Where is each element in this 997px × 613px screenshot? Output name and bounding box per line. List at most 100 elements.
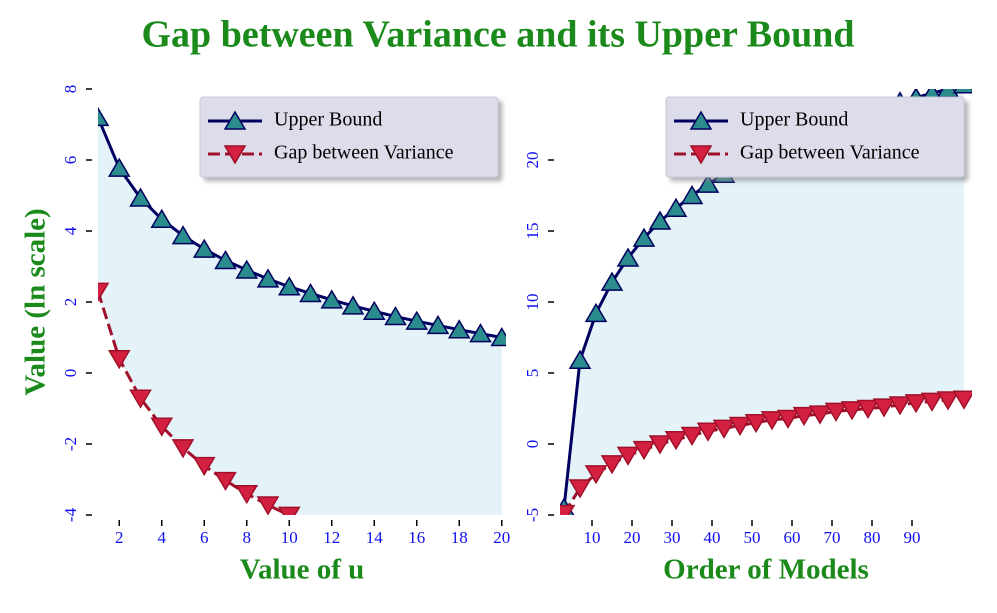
x-tick-label: 60 <box>784 528 801 547</box>
marker <box>150 208 174 229</box>
legend-label: Gap between Variance <box>274 142 454 164</box>
marker <box>760 411 784 431</box>
marker <box>301 517 321 534</box>
marker <box>299 283 322 303</box>
x-tick-label: 10 <box>584 528 601 547</box>
legend-marker <box>689 110 713 130</box>
y-tick-label: -4 <box>61 507 80 522</box>
x-tick-label: 20 <box>493 528 510 547</box>
marker <box>664 197 688 218</box>
marker <box>449 565 469 582</box>
x-tick-label: 12 <box>323 528 340 547</box>
marker <box>447 319 471 339</box>
marker <box>632 440 656 461</box>
marker <box>192 456 216 477</box>
marker <box>680 185 704 205</box>
y-tick-label: 5 <box>523 369 542 378</box>
x-tick-label: 30 <box>664 528 681 547</box>
marker <box>492 575 512 592</box>
marker <box>728 416 752 437</box>
y-tick-label: 6 <box>61 156 80 165</box>
y-tick-label: 10 <box>523 294 542 311</box>
marker <box>98 282 110 302</box>
figure-title: Gap between Variance and its Upper Bound <box>142 14 855 56</box>
marker <box>235 259 259 279</box>
legend-label: Upper Bound <box>740 109 848 131</box>
marker <box>696 422 720 442</box>
marker <box>632 227 656 247</box>
marker <box>616 446 640 466</box>
marker <box>256 496 280 515</box>
marker <box>256 268 280 288</box>
marker <box>277 506 301 515</box>
x-tick-label: 18 <box>451 528 468 547</box>
legend-label: Upper Bound <box>274 109 382 131</box>
marker <box>936 89 960 98</box>
marker <box>343 533 363 550</box>
x-tick-label: 20 <box>624 528 641 547</box>
marker <box>808 405 832 425</box>
marker <box>214 249 237 270</box>
legend-box <box>665 96 965 178</box>
plot-area <box>98 106 512 592</box>
marker <box>952 89 972 94</box>
marker <box>428 559 448 576</box>
x-tick-label: 4 <box>158 528 167 547</box>
marker <box>560 504 576 515</box>
y-axis-label: Value (ln scale) <box>20 208 52 395</box>
marker <box>490 327 506 347</box>
marker <box>407 553 427 570</box>
marker <box>776 409 800 429</box>
y-tick-label: 2 <box>61 298 80 307</box>
marker <box>107 350 131 370</box>
marker <box>214 471 237 492</box>
marker <box>384 306 407 326</box>
marker <box>648 435 672 455</box>
x-tick-label: 50 <box>744 528 761 547</box>
x-tick-label: 6 <box>200 528 209 547</box>
marker <box>150 417 174 437</box>
marker <box>840 401 864 421</box>
marker <box>792 406 816 427</box>
marker <box>277 276 301 296</box>
x-tick-label: 10 <box>281 528 298 547</box>
x-tick-label: 16 <box>408 528 425 547</box>
marker <box>648 210 672 230</box>
marker <box>712 419 736 439</box>
marker <box>235 484 259 505</box>
y-tick-label: -2 <box>61 437 80 451</box>
x-tick-label: 80 <box>864 528 881 547</box>
x-tick-label: 8 <box>243 528 252 547</box>
marker <box>856 399 880 419</box>
marker <box>696 173 720 193</box>
legend-label: Gap between Variance <box>740 142 920 164</box>
marker <box>952 390 972 410</box>
marker <box>568 349 592 369</box>
marker <box>192 238 216 258</box>
x-tick-label: 40 <box>704 528 721 547</box>
marker <box>744 413 768 434</box>
x-tick-label: 70 <box>824 528 841 547</box>
marker <box>936 391 960 411</box>
marker <box>171 225 195 245</box>
marker <box>872 398 896 418</box>
y-tick-label: 4 <box>61 226 80 235</box>
legend-marker <box>223 145 247 165</box>
marker <box>471 570 491 587</box>
marker <box>824 402 848 422</box>
marker <box>469 323 492 343</box>
y-tick-label: 20 <box>523 152 542 169</box>
marker <box>405 310 429 330</box>
marker <box>129 389 152 409</box>
marker <box>171 439 195 459</box>
marker <box>320 289 344 309</box>
y-tick-label: 8 <box>61 85 80 94</box>
y-tick-label: -5 <box>523 508 542 522</box>
marker <box>680 426 704 446</box>
marker <box>888 396 912 416</box>
marker <box>584 465 608 485</box>
marker <box>362 300 386 320</box>
marker <box>426 314 450 335</box>
